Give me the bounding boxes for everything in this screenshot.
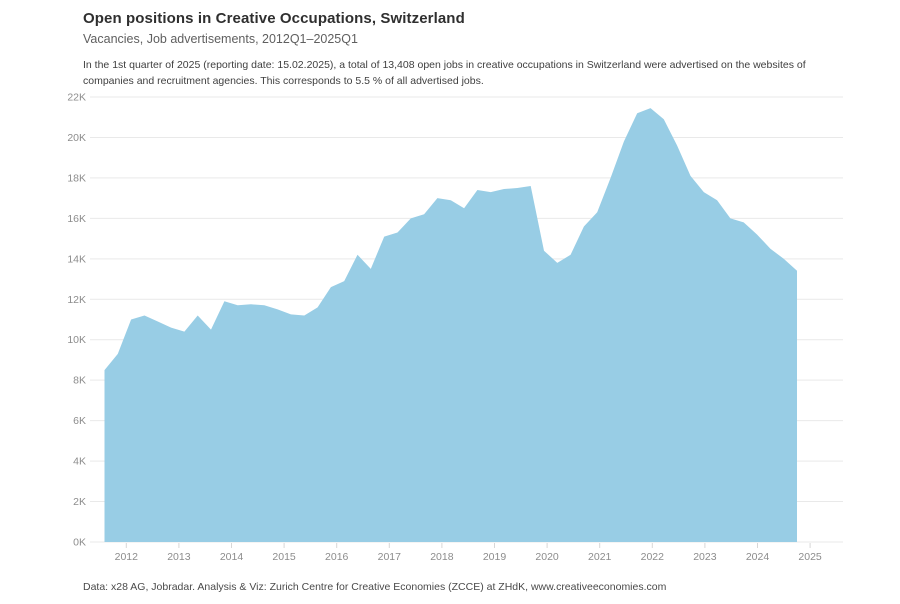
x-axis-label: 2019 <box>483 551 507 563</box>
x-axis-label: 2012 <box>115 551 139 563</box>
x-axis-label: 2016 <box>325 551 349 563</box>
source-note: Data: x28 AG, Jobradar. Analysis & Viz: … <box>83 581 667 593</box>
y-axis-label: 18K <box>67 172 86 184</box>
x-axis-label: 2017 <box>378 551 402 563</box>
x-axis-label: 2020 <box>535 551 559 563</box>
y-axis-label: 16K <box>67 213 86 225</box>
y-axis-label: 20K <box>67 132 86 144</box>
vacancies-area-series <box>104 108 797 542</box>
x-axis-label: 2013 <box>167 551 191 563</box>
x-axis-label: 2023 <box>693 551 717 563</box>
y-axis-label: 14K <box>67 253 86 265</box>
y-axis-label: 12K <box>67 294 86 306</box>
y-axis-label: 0K <box>73 537 86 549</box>
chart-header: Open positions in Creative Occupations, … <box>83 10 831 90</box>
y-axis-label: 4K <box>73 456 86 468</box>
x-axis-label: 2025 <box>798 551 822 563</box>
y-axis-label: 10K <box>67 334 86 346</box>
chart-subtitle: Vacancies, Job advertisements, 2012Q1–20… <box>83 32 358 46</box>
x-axis-label: 2015 <box>272 551 296 563</box>
y-axis-label: 22K <box>67 92 86 104</box>
x-axis-label: 2024 <box>746 551 770 563</box>
y-axis-label: 2K <box>73 496 86 508</box>
x-axis-label: 2022 <box>641 551 665 563</box>
chart-description: In the 1st quarter of 2025 (reporting da… <box>83 59 806 88</box>
x-axis-label: 2021 <box>588 551 612 563</box>
chart-title: Open positions in Creative Occupations, … <box>83 10 465 27</box>
x-axis-label: 2018 <box>430 551 454 563</box>
x-axis-label: 2014 <box>220 551 244 563</box>
y-axis-label: 6K <box>73 415 86 427</box>
y-axis-label: 8K <box>73 375 86 387</box>
